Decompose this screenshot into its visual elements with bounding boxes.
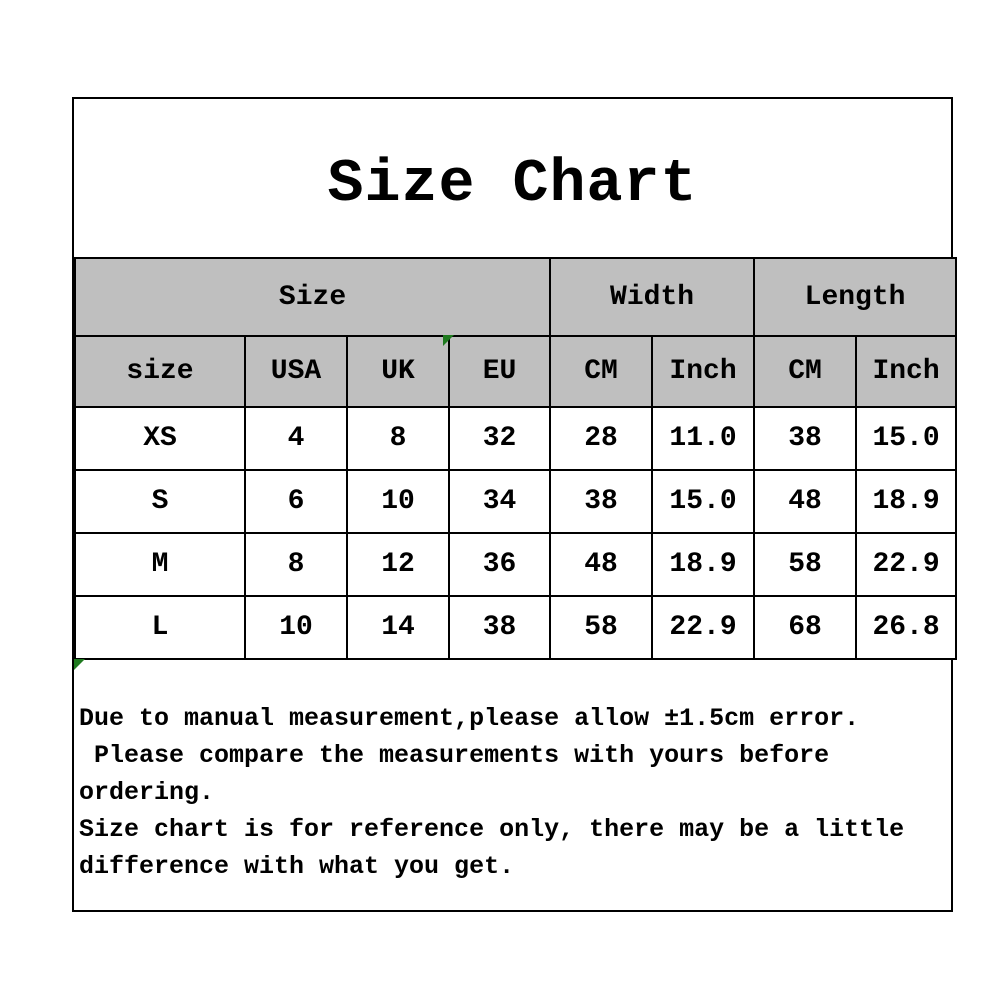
- size-chart-sheet: Size Chart Size Width Length size USA UK EU CM I…: [72, 97, 958, 912]
- row-label-cell: XS: [74, 406, 246, 471]
- value-cell: 6: [244, 469, 348, 534]
- value-cell: 32: [447, 406, 552, 471]
- col-header-size-0: size: [74, 335, 246, 408]
- group-header-row: Size Width Length: [73, 257, 958, 337]
- value-cell: 11.0: [651, 406, 756, 471]
- value-cell: 58: [549, 595, 654, 660]
- note-line-1: Please compare the measurements with you…: [79, 741, 830, 770]
- table-row-s: S 6 10 34 38 15.0 48 18.9: [74, 469, 958, 534]
- value-cell: 48: [753, 469, 858, 534]
- column-header-row: size USA UK EU CM Inch CM Inch: [74, 335, 958, 408]
- title-area: Size Chart: [74, 99, 951, 257]
- value-cell: 15.0: [651, 469, 756, 534]
- green-corner-flag-icon-eu-cell: [443, 335, 454, 346]
- value-cell: 8: [346, 406, 450, 471]
- group-header-size: Size: [73, 257, 552, 337]
- row-label-cell: M: [74, 532, 246, 597]
- value-cell: 18.9: [855, 469, 958, 534]
- table-body: XS 4 8 32 28 11.0 38 15.0 S 6 10 34 38 15.0 48 18.9 M 8 12…: [74, 406, 958, 660]
- table-row-l: L 10 14 38 58 22.9 68 26.8: [74, 595, 958, 660]
- value-cell: 48: [549, 532, 654, 597]
- value-cell: 38: [447, 595, 552, 660]
- note-line-4: difference with what you get.: [79, 852, 515, 881]
- note-line-0: Due to manual measurement,please allow ±…: [79, 704, 860, 733]
- col-header-usa-1: USA: [244, 335, 348, 408]
- value-cell: 8: [244, 532, 348, 597]
- table-row-m: M 8 12 36 48 18.9 58 22.9: [74, 532, 958, 597]
- value-cell: 10: [244, 595, 348, 660]
- value-cell: 22.9: [855, 532, 958, 597]
- col-header-cm-6: CM: [753, 335, 858, 408]
- value-cell: 38: [549, 469, 654, 534]
- value-cell: 58: [753, 532, 858, 597]
- value-cell: 4: [244, 406, 348, 471]
- table-head: Size Width Length size USA UK EU CM Inch CM Inch: [73, 257, 958, 408]
- col-header-eu-3: EU: [447, 335, 552, 408]
- page-title: Size Chart: [327, 151, 698, 219]
- value-cell: 10: [346, 469, 450, 534]
- note-line-2: ordering.: [79, 778, 215, 807]
- value-cell: 36: [447, 532, 552, 597]
- value-cell: 18.9: [651, 532, 756, 597]
- row-label-cell: S: [74, 469, 246, 534]
- value-cell: 12: [346, 532, 450, 597]
- value-cell: 28: [549, 406, 654, 471]
- value-cell: 38: [753, 406, 858, 471]
- col-header-inch-5: Inch: [651, 335, 756, 408]
- col-header-inch-7: Inch: [855, 335, 958, 408]
- notes-section: Due to manual measurement,please allow ±…: [74, 660, 951, 885]
- group-header-width: Width: [549, 257, 756, 337]
- col-header-cm-4: CM: [549, 335, 654, 408]
- value-cell: 15.0: [855, 406, 958, 471]
- value-cell: 14: [346, 595, 450, 660]
- size-table: Size Width Length size USA UK EU CM Inch CM Inch X…: [73, 257, 958, 660]
- value-cell: 22.9: [651, 595, 756, 660]
- value-cell: 26.8: [855, 595, 958, 660]
- note-line-3: Size chart is for reference only, there …: [79, 815, 905, 844]
- value-cell: 34: [447, 469, 552, 534]
- group-header-length: Length: [753, 257, 958, 337]
- green-corner-flag-icon-notes-cell: [74, 659, 85, 670]
- row-label-cell: L: [74, 595, 246, 660]
- col-header-uk-2: UK: [346, 335, 450, 408]
- value-cell: 68: [753, 595, 858, 660]
- table-row-xs: XS 4 8 32 28 11.0 38 15.0: [74, 406, 958, 471]
